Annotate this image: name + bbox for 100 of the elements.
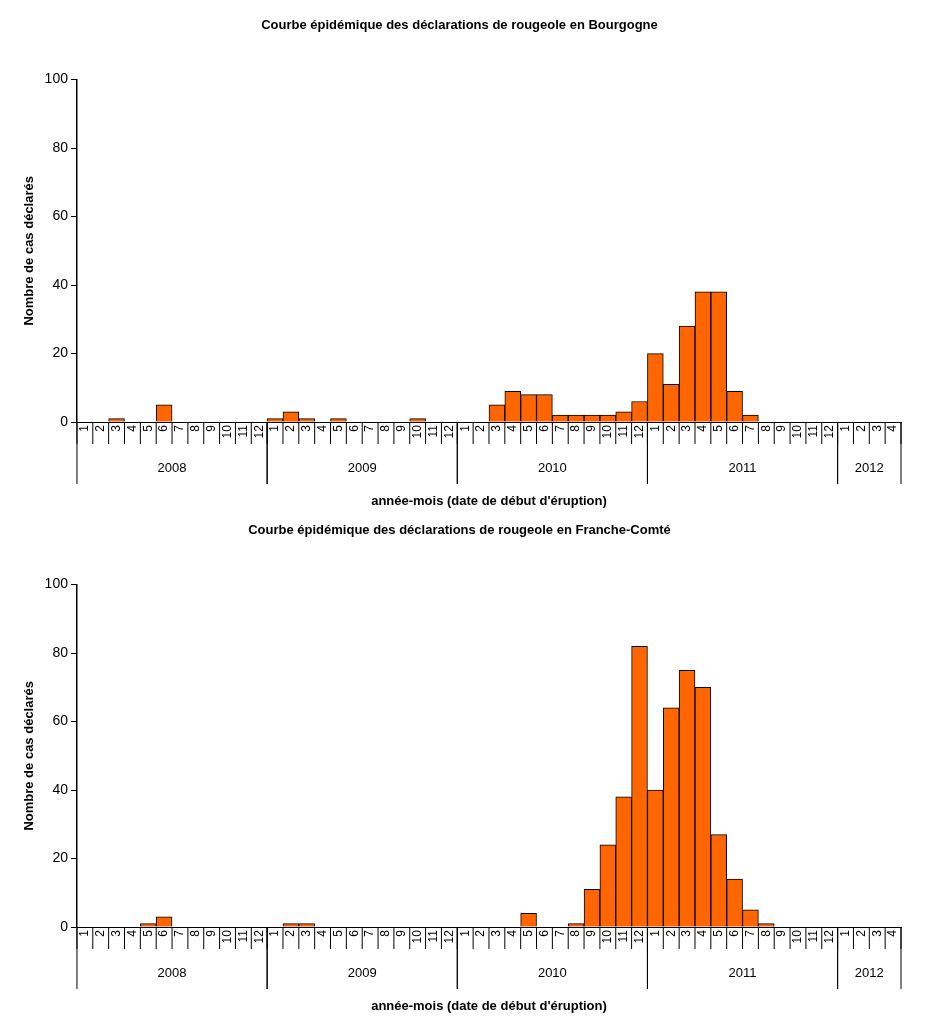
- x-tick-label: 4: [505, 424, 520, 432]
- x-tick-label: 11: [806, 929, 821, 943]
- y-axis-title: Nombre de cas déclarés: [21, 681, 37, 831]
- x-tick-label: 5: [140, 929, 155, 937]
- x-tick-label: 7: [362, 424, 377, 432]
- x-tick-label: 12: [631, 929, 646, 944]
- x-tick-label: 8: [758, 929, 773, 937]
- text: 2009: [347, 459, 377, 475]
- x-tick-label: 10: [790, 929, 805, 944]
- x-tick-label: 11: [615, 929, 630, 943]
- x-tick-label: 6: [536, 424, 551, 432]
- x-tick-label: 2: [853, 424, 868, 432]
- text: 2010: [537, 459, 567, 475]
- x-tick-label: 6: [156, 929, 171, 937]
- x-tick-label: 7: [172, 424, 187, 432]
- x-tick-label: 2: [283, 929, 298, 937]
- x-tick-label: 4: [124, 424, 139, 432]
- x-tick-label: 1: [77, 929, 92, 937]
- x-axis-title: année-mois (date de début d'éruption): [371, 492, 607, 508]
- x-tick-label: 4: [314, 929, 329, 937]
- x-axis-title: année-mois (date de début d'éruption): [371, 997, 607, 1013]
- y-tick-label: 0: [60, 917, 69, 934]
- x-tick-label: 4: [695, 929, 710, 937]
- x-tick-label: 11: [425, 424, 440, 438]
- x-tick-label: 5: [711, 424, 726, 432]
- x-tick-label: 2: [473, 424, 488, 432]
- x-tick-label: 2: [663, 424, 678, 432]
- x-tick-label: 2: [663, 929, 678, 937]
- x-tick-label: 3: [869, 424, 884, 432]
- x-tick-label: 2: [93, 424, 108, 432]
- x-tick-label: 1: [647, 929, 662, 937]
- x-tick-label: 3: [489, 424, 504, 432]
- x-tick-label: 2: [93, 929, 108, 937]
- x-tick-label: 1: [267, 424, 282, 432]
- x-tick-label: 4: [505, 929, 520, 937]
- x-tick-label: 1: [837, 929, 852, 937]
- x-tick-label: 6: [536, 929, 551, 937]
- x-tick-label: 7: [552, 929, 567, 937]
- x-tick-label: 4: [885, 929, 900, 937]
- x-tick-label: 10: [409, 929, 424, 944]
- x-tick-label: 4: [885, 424, 900, 432]
- x-tick-label: 7: [742, 424, 757, 432]
- x-tick-label: 9: [774, 929, 789, 937]
- x-tick-label: 5: [330, 424, 345, 432]
- x-tick-label: 6: [346, 929, 361, 937]
- text: 2010: [537, 964, 567, 980]
- x-tick-label: 10: [219, 929, 234, 944]
- x-tick-label: 6: [726, 424, 741, 432]
- x-tick-label: 5: [520, 424, 535, 432]
- y-tick-label: 100: [44, 575, 69, 592]
- x-tick-label: 1: [77, 424, 92, 432]
- x-tick-label: 12: [822, 929, 836, 944]
- x-tick-label: 6: [726, 929, 741, 937]
- x-tick-label: 7: [172, 929, 187, 937]
- x-tick-label: 8: [378, 424, 393, 432]
- x-tick-label: 2: [283, 424, 298, 432]
- x-tick-label: 3: [108, 424, 123, 432]
- text: 2009: [347, 964, 377, 980]
- x-tick-label: 1: [267, 929, 282, 937]
- x-tick-label: 7: [362, 929, 377, 937]
- x-tick-label: 2: [853, 929, 868, 937]
- y-tick-label: 80: [52, 643, 69, 660]
- x-tick-label: 3: [489, 929, 504, 937]
- x-tick-label: 4: [314, 424, 329, 432]
- x-tick-label: 8: [188, 929, 203, 937]
- x-tick-label: 3: [299, 424, 314, 432]
- x-tick-label: 10: [790, 424, 805, 439]
- x-tick-label: 8: [568, 424, 583, 432]
- x-tick-label: 8: [188, 424, 203, 432]
- x-tick-label: 1: [837, 424, 852, 432]
- x-tick-label: 10: [600, 424, 615, 439]
- x-tick-label: 9: [203, 929, 218, 937]
- chart-title: Courbe épidémique des déclarations de rougeole en Franche-Comté: [248, 522, 671, 538]
- x-tick-label: 3: [299, 929, 314, 937]
- text: 2008: [157, 459, 187, 475]
- x-tick-label: 3: [679, 929, 694, 937]
- x-tick-label: 1: [457, 424, 472, 432]
- x-tick-label: 7: [552, 424, 567, 432]
- x-tick-label: 11: [425, 929, 440, 943]
- y-tick-label: 20: [52, 849, 69, 866]
- x-tick-label: 12: [251, 929, 266, 944]
- x-tick-label: 9: [394, 929, 409, 937]
- x-tick-label: 5: [520, 929, 535, 937]
- text: 2008: [157, 964, 187, 980]
- x-tick-label: 4: [124, 929, 139, 937]
- x-tick-label: 5: [711, 929, 726, 937]
- x-tick-label: 10: [219, 424, 234, 439]
- x-tick-label: 9: [584, 929, 599, 937]
- x-tick-label: 3: [869, 929, 884, 937]
- x-tick-label: 1: [457, 929, 472, 937]
- y-tick-label: 60: [52, 207, 69, 224]
- x-tick-label: 11: [615, 424, 630, 438]
- x-tick-label: 9: [203, 424, 218, 432]
- chart-title: Courbe épidémique des déclarations de rougeole en Bourgogne: [261, 17, 658, 33]
- x-tick-label: 3: [679, 424, 694, 432]
- y-tick-label: 0: [60, 412, 69, 429]
- y-tick-label: 100: [44, 70, 69, 87]
- text: 2011: [728, 459, 757, 475]
- x-tick-label: 12: [631, 424, 646, 439]
- x-tick-label: 9: [394, 424, 409, 432]
